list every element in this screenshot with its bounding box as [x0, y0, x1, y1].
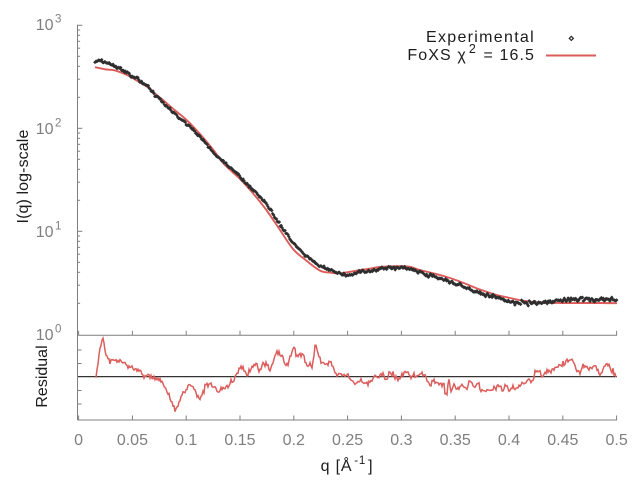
- svg-text:1: 1: [55, 220, 61, 232]
- svg-text:0: 0: [55, 323, 61, 335]
- svg-text:FoXS χ2 = 16.5: FoXS χ2 = 16.5: [407, 42, 535, 64]
- svg-text:10: 10: [36, 224, 54, 241]
- svg-text:I(q) log-scale: I(q) log-scale: [15, 130, 32, 224]
- svg-text:0.3: 0.3: [390, 432, 412, 449]
- svg-text:3: 3: [55, 13, 61, 25]
- svg-text:Experimental: Experimental: [426, 29, 535, 46]
- svg-text:0.15: 0.15: [224, 432, 255, 449]
- svg-text:0.4: 0.4: [498, 432, 520, 449]
- svg-text:10: 10: [36, 17, 54, 34]
- svg-text:0.05: 0.05: [117, 432, 148, 449]
- svg-text:0.45: 0.45: [547, 432, 578, 449]
- svg-text:10: 10: [36, 121, 54, 138]
- svg-text:0.1: 0.1: [175, 432, 197, 449]
- svg-text:10: 10: [36, 327, 54, 344]
- svg-text:0.25: 0.25: [332, 432, 363, 449]
- svg-text:Residual: Residual: [34, 345, 51, 407]
- svg-text:2: 2: [55, 117, 61, 129]
- svg-text:0.35: 0.35: [440, 432, 471, 449]
- svg-text:0.5: 0.5: [605, 432, 627, 449]
- svg-text:0.2: 0.2: [283, 432, 305, 449]
- svg-text:0: 0: [74, 432, 83, 449]
